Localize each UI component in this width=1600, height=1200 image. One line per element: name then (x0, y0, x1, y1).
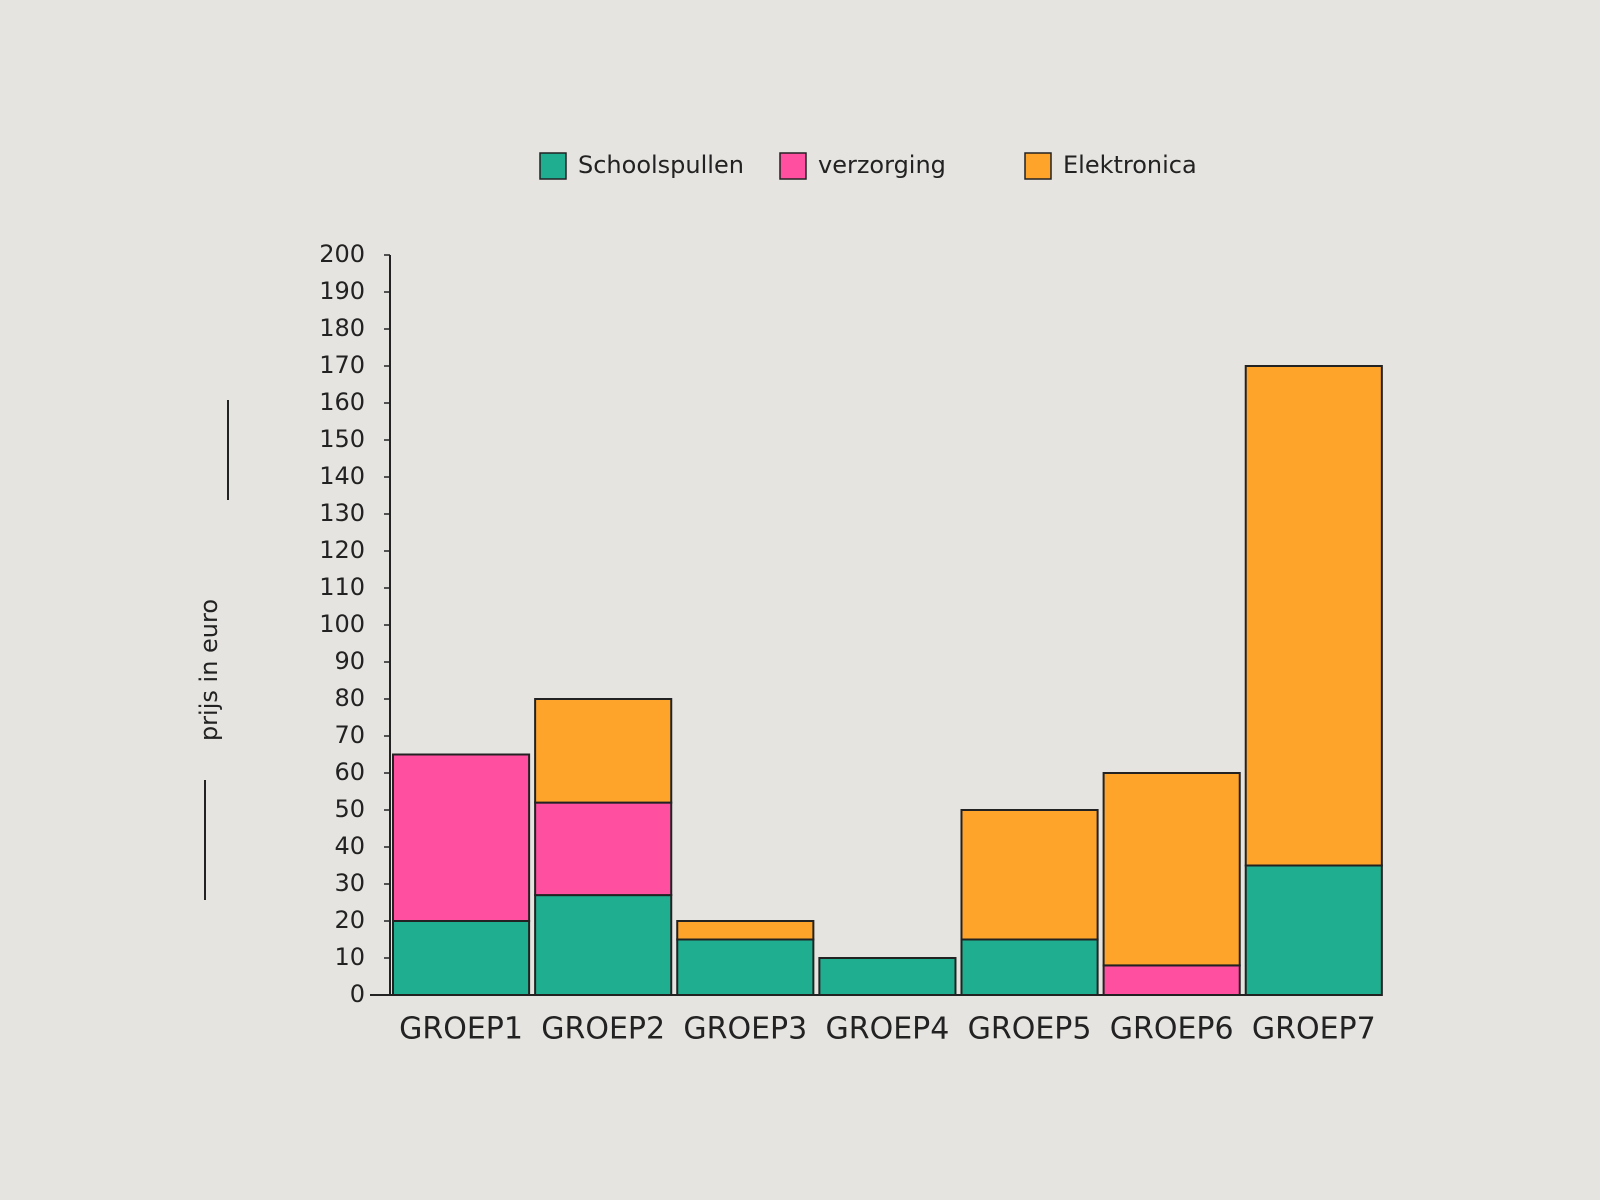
bar-segment (676, 920, 815, 941)
y-tick-label: 140 (319, 462, 365, 490)
y-tick-label: 0 (350, 980, 365, 1008)
y-tick-label: 10 (334, 943, 365, 971)
bar-segment (534, 894, 673, 996)
bar-segment (676, 938, 815, 996)
y-tick-label: 130 (319, 499, 365, 527)
bar-segment (392, 753, 531, 922)
bar-segment (960, 938, 1099, 996)
x-tick-label: GROEP3 (683, 1012, 807, 1047)
y-axis-label: prijs in euro (195, 599, 223, 741)
x-tick-label: GROEP4 (826, 1012, 950, 1047)
legend-label: Elektronica (1063, 151, 1197, 179)
bar-segment (1244, 365, 1383, 867)
y-tick-label: 50 (334, 795, 365, 823)
y-tick-label: 170 (319, 351, 365, 379)
bar-segment (960, 809, 1099, 941)
y-tick-label: 90 (334, 647, 365, 675)
y-tick-label: 160 (319, 388, 365, 416)
legend-label: Schoolspullen (578, 151, 744, 179)
x-tick-label: GROEP6 (1110, 1012, 1234, 1047)
y-tick-label: 180 (319, 314, 365, 342)
x-tick-label: GROEP1 (399, 1012, 523, 1047)
bar-segment (534, 801, 673, 897)
y-tick-label: 60 (334, 758, 365, 786)
y-tick-label: 190 (319, 277, 365, 305)
legend-swatch (539, 152, 567, 180)
y-tick-label: 100 (319, 610, 365, 638)
y-tick-label: 120 (319, 536, 365, 564)
legend-swatch (779, 152, 807, 180)
y-tick-label: 30 (334, 869, 365, 897)
x-tick-label: GROEP5 (968, 1012, 1092, 1047)
legend-swatch (1024, 152, 1052, 180)
bar-segment (1102, 772, 1241, 967)
bar-segment (818, 957, 957, 996)
y-tick-label: 70 (334, 721, 365, 749)
y-tick-label: 110 (319, 573, 365, 601)
y-tick-label: 20 (334, 906, 365, 934)
y-tick-label: 200 (319, 240, 365, 268)
bar-segment (1244, 864, 1383, 996)
x-tick-label: GROEP7 (1252, 1012, 1376, 1047)
y-tick-label: 150 (319, 425, 365, 453)
bar-segment (534, 698, 673, 804)
bar-segment (1102, 964, 1241, 997)
y-tick-label: 40 (334, 832, 365, 860)
y-tick-label: 80 (334, 684, 365, 712)
x-tick-label: GROEP2 (541, 1012, 665, 1047)
bar-segment (392, 920, 531, 996)
legend-label: verzorging (818, 151, 946, 179)
